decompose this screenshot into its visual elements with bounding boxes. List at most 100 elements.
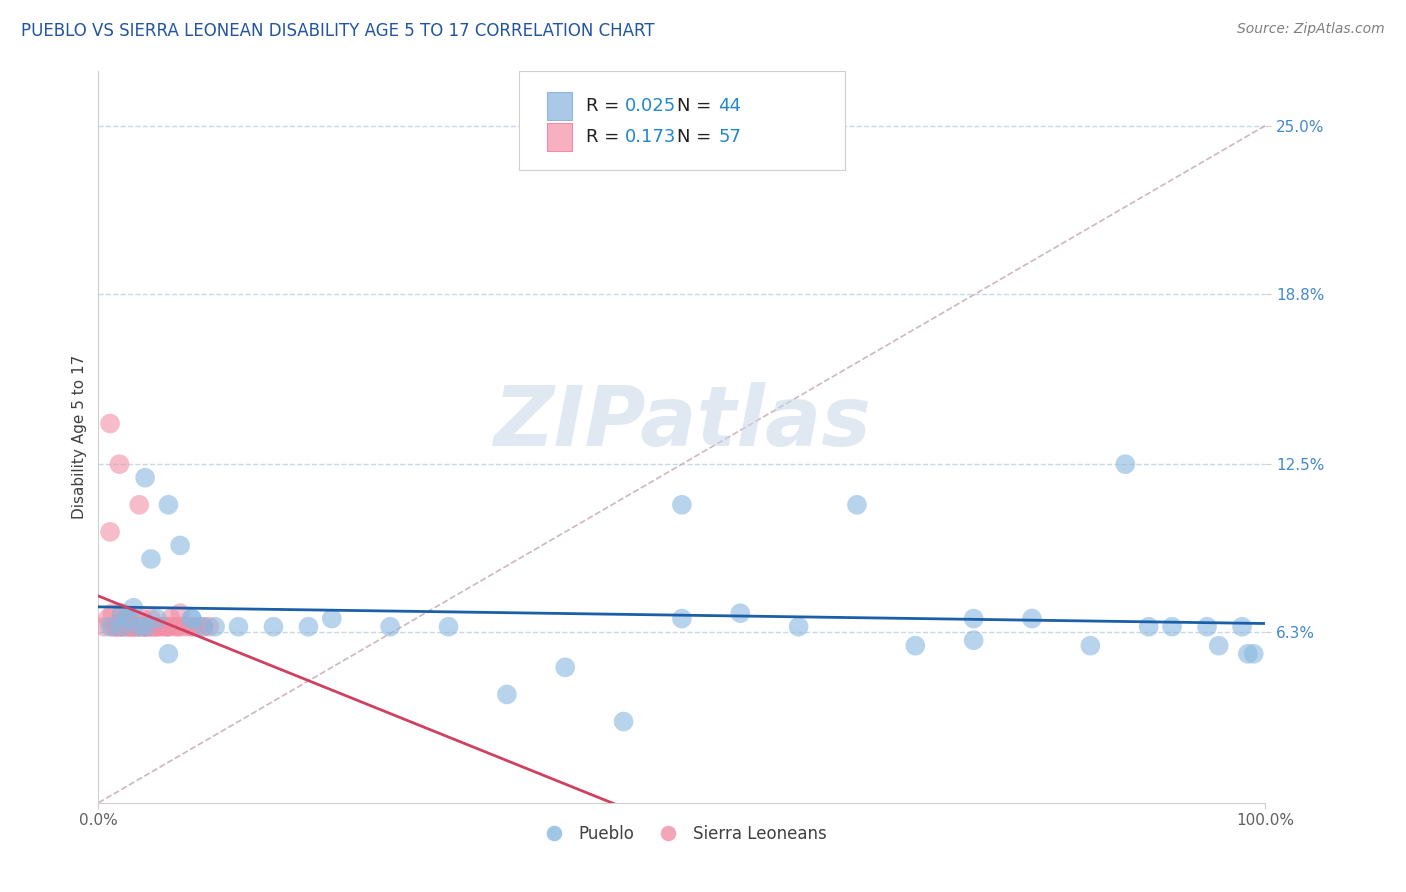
- Point: [1137, 620, 1160, 634]
- Point: [193, 620, 215, 634]
- Point: [904, 639, 927, 653]
- Point: [671, 498, 693, 512]
- FancyBboxPatch shape: [547, 123, 572, 151]
- Point: [112, 611, 135, 625]
- Point: [613, 714, 636, 729]
- Point: [671, 611, 693, 625]
- Point: [117, 611, 139, 625]
- Point: [122, 611, 145, 625]
- Point: [128, 620, 150, 634]
- Point: [159, 611, 181, 625]
- Point: [262, 620, 284, 634]
- Point: [101, 620, 124, 634]
- Point: [787, 620, 810, 634]
- Point: [148, 620, 170, 634]
- Point: [174, 620, 197, 634]
- Point: [1021, 611, 1043, 625]
- Point: [134, 471, 156, 485]
- Point: [1161, 620, 1184, 634]
- Legend: Pueblo, Sierra Leoneans: Pueblo, Sierra Leoneans: [530, 818, 834, 849]
- Text: 0.173: 0.173: [624, 128, 676, 146]
- Point: [111, 620, 134, 634]
- Point: [143, 620, 166, 634]
- Point: [1230, 620, 1253, 634]
- Text: Source: ZipAtlas.com: Source: ZipAtlas.com: [1237, 22, 1385, 37]
- Text: 57: 57: [718, 128, 741, 146]
- Point: [180, 620, 202, 634]
- Point: [117, 611, 139, 625]
- Point: [120, 620, 142, 634]
- Point: [104, 620, 127, 634]
- Point: [962, 611, 984, 625]
- Point: [98, 417, 121, 431]
- Point: [1208, 639, 1230, 653]
- Point: [155, 620, 177, 634]
- Text: PUEBLO VS SIERRA LEONEAN DISABILITY AGE 5 TO 17 CORRELATION CHART: PUEBLO VS SIERRA LEONEAN DISABILITY AGE …: [21, 22, 655, 40]
- Point: [122, 620, 145, 634]
- Point: [846, 498, 869, 512]
- Point: [1114, 457, 1136, 471]
- Point: [193, 620, 215, 634]
- Point: [97, 611, 120, 625]
- Point: [1243, 647, 1265, 661]
- Point: [134, 620, 156, 634]
- Point: [125, 620, 148, 634]
- Text: N =: N =: [678, 96, 717, 115]
- Point: [134, 620, 156, 634]
- Point: [139, 552, 162, 566]
- Point: [204, 620, 226, 634]
- Point: [117, 620, 139, 634]
- Point: [321, 611, 343, 625]
- Point: [297, 620, 319, 634]
- FancyBboxPatch shape: [519, 71, 845, 170]
- Point: [108, 620, 131, 634]
- Point: [117, 620, 139, 634]
- Point: [111, 606, 134, 620]
- Point: [98, 620, 121, 634]
- Point: [132, 611, 155, 625]
- Text: 44: 44: [718, 96, 741, 115]
- Point: [93, 620, 115, 634]
- Text: N =: N =: [678, 128, 717, 146]
- Point: [139, 611, 162, 625]
- Point: [128, 620, 150, 634]
- Point: [111, 620, 134, 634]
- Point: [1195, 620, 1218, 634]
- Point: [146, 620, 169, 634]
- Point: [730, 606, 752, 620]
- Point: [198, 620, 221, 634]
- Point: [132, 620, 155, 634]
- Point: [146, 620, 169, 634]
- Point: [187, 620, 209, 634]
- Point: [157, 620, 180, 634]
- Point: [139, 620, 162, 634]
- Point: [496, 688, 519, 702]
- Text: R =: R =: [586, 96, 626, 115]
- Point: [125, 620, 148, 634]
- Point: [157, 498, 180, 512]
- Text: R =: R =: [586, 128, 626, 146]
- Point: [180, 611, 202, 625]
- Point: [139, 620, 162, 634]
- Text: ZIPatlas: ZIPatlas: [494, 382, 870, 463]
- Y-axis label: Disability Age 5 to 17: Disability Age 5 to 17: [72, 355, 87, 519]
- Point: [169, 606, 191, 620]
- Point: [180, 611, 202, 625]
- Point: [134, 620, 156, 634]
- Point: [108, 457, 131, 471]
- Point: [128, 620, 150, 634]
- Point: [111, 620, 134, 634]
- Point: [152, 620, 174, 634]
- Point: [1237, 647, 1260, 661]
- Point: [157, 620, 180, 634]
- Point: [163, 620, 186, 634]
- Point: [554, 660, 576, 674]
- Point: [128, 498, 150, 512]
- Point: [228, 620, 250, 634]
- Point: [169, 620, 191, 634]
- Point: [104, 620, 127, 634]
- Point: [1080, 639, 1102, 653]
- Point: [166, 620, 188, 634]
- Point: [180, 620, 202, 634]
- Point: [437, 620, 460, 634]
